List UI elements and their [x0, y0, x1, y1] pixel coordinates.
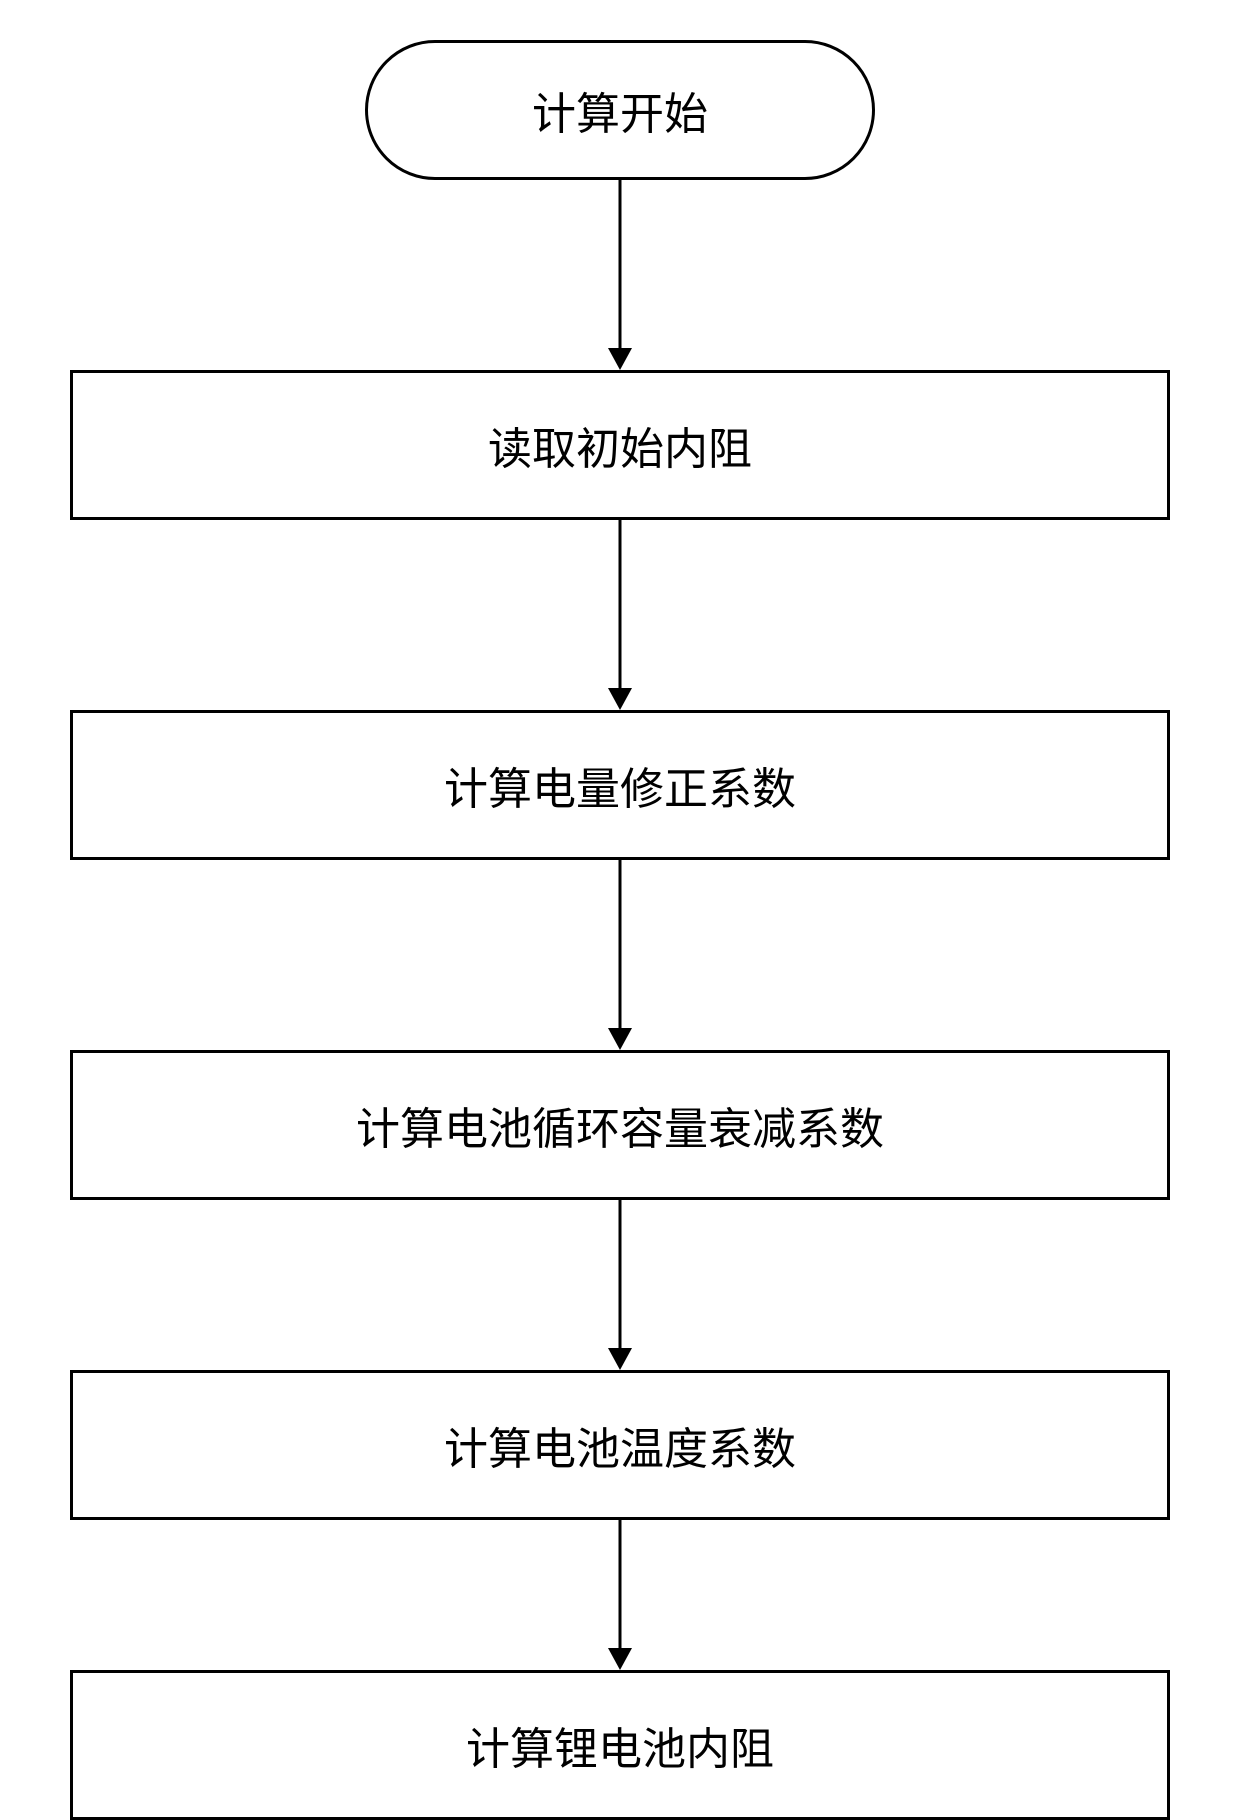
arrow-line: [619, 1520, 622, 1650]
flow-node-start-label: 计算开始: [532, 78, 708, 142]
arrow-head-icon: [608, 1648, 632, 1670]
arrow-line: [619, 1200, 622, 1350]
flow-node-label: 计算锂电池内阻: [466, 1713, 774, 1777]
flow-node-label: 读取初始内阻: [488, 413, 752, 477]
arrow-head-icon: [608, 1348, 632, 1370]
flow-node-label: 计算电量修正系数: [444, 753, 796, 817]
flow-node-start: 计算开始: [365, 40, 875, 180]
flow-node-calc-temperature-coeff: 计算电池温度系数: [70, 1370, 1170, 1520]
arrow-line: [619, 860, 622, 1030]
flow-node-label: 计算电池温度系数: [444, 1413, 796, 1477]
arrow-line: [619, 180, 622, 350]
arrow-line: [619, 520, 622, 690]
flow-node-read-initial-resistance: 读取初始内阻: [70, 370, 1170, 520]
arrow-head-icon: [608, 1028, 632, 1050]
arrow-head-icon: [608, 348, 632, 370]
arrow-head-icon: [608, 688, 632, 710]
flow-node-calc-charge-correction: 计算电量修正系数: [70, 710, 1170, 860]
flow-node-calc-cycle-capacity-decay: 计算电池循环容量衰减系数: [70, 1050, 1170, 1200]
flow-node-label: 计算电池循环容量衰减系数: [356, 1093, 884, 1157]
flow-node-calc-li-battery-resistance: 计算锂电池内阻: [70, 1670, 1170, 1820]
